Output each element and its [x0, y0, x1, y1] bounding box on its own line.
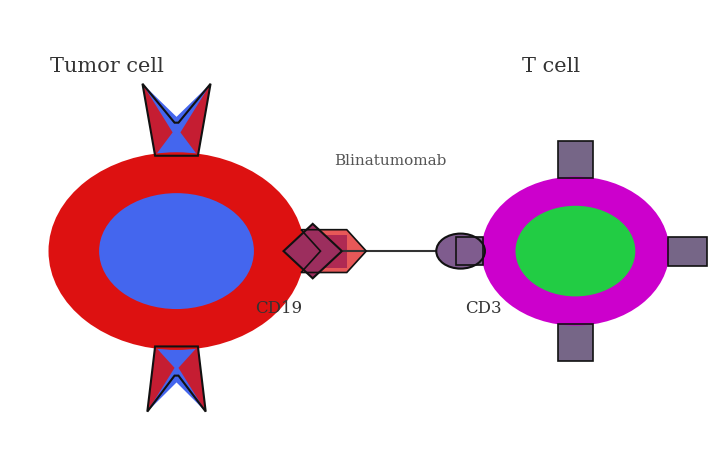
Polygon shape	[148, 346, 205, 412]
Text: CD3: CD3	[465, 300, 501, 317]
Polygon shape	[558, 324, 593, 361]
Polygon shape	[668, 236, 707, 266]
Polygon shape	[180, 84, 210, 156]
Polygon shape	[668, 236, 707, 266]
Polygon shape	[143, 84, 210, 156]
Text: Tumor cell: Tumor cell	[50, 57, 164, 76]
Text: Blinatumomab: Blinatumomab	[334, 154, 447, 168]
Ellipse shape	[50, 154, 303, 349]
Polygon shape	[301, 230, 366, 272]
Ellipse shape	[517, 207, 634, 295]
Ellipse shape	[436, 234, 485, 269]
Polygon shape	[284, 224, 342, 278]
Text: T cell: T cell	[522, 57, 580, 76]
Ellipse shape	[483, 178, 668, 324]
Text: CD19: CD19	[255, 300, 302, 317]
Polygon shape	[143, 84, 173, 156]
Polygon shape	[558, 141, 593, 178]
Polygon shape	[456, 237, 483, 265]
Polygon shape	[284, 224, 342, 278]
Polygon shape	[148, 346, 175, 412]
Polygon shape	[178, 346, 205, 412]
Polygon shape	[558, 324, 593, 361]
Ellipse shape	[101, 195, 252, 307]
Polygon shape	[558, 141, 593, 178]
Ellipse shape	[436, 234, 485, 269]
Polygon shape	[301, 235, 347, 268]
Polygon shape	[456, 237, 483, 265]
